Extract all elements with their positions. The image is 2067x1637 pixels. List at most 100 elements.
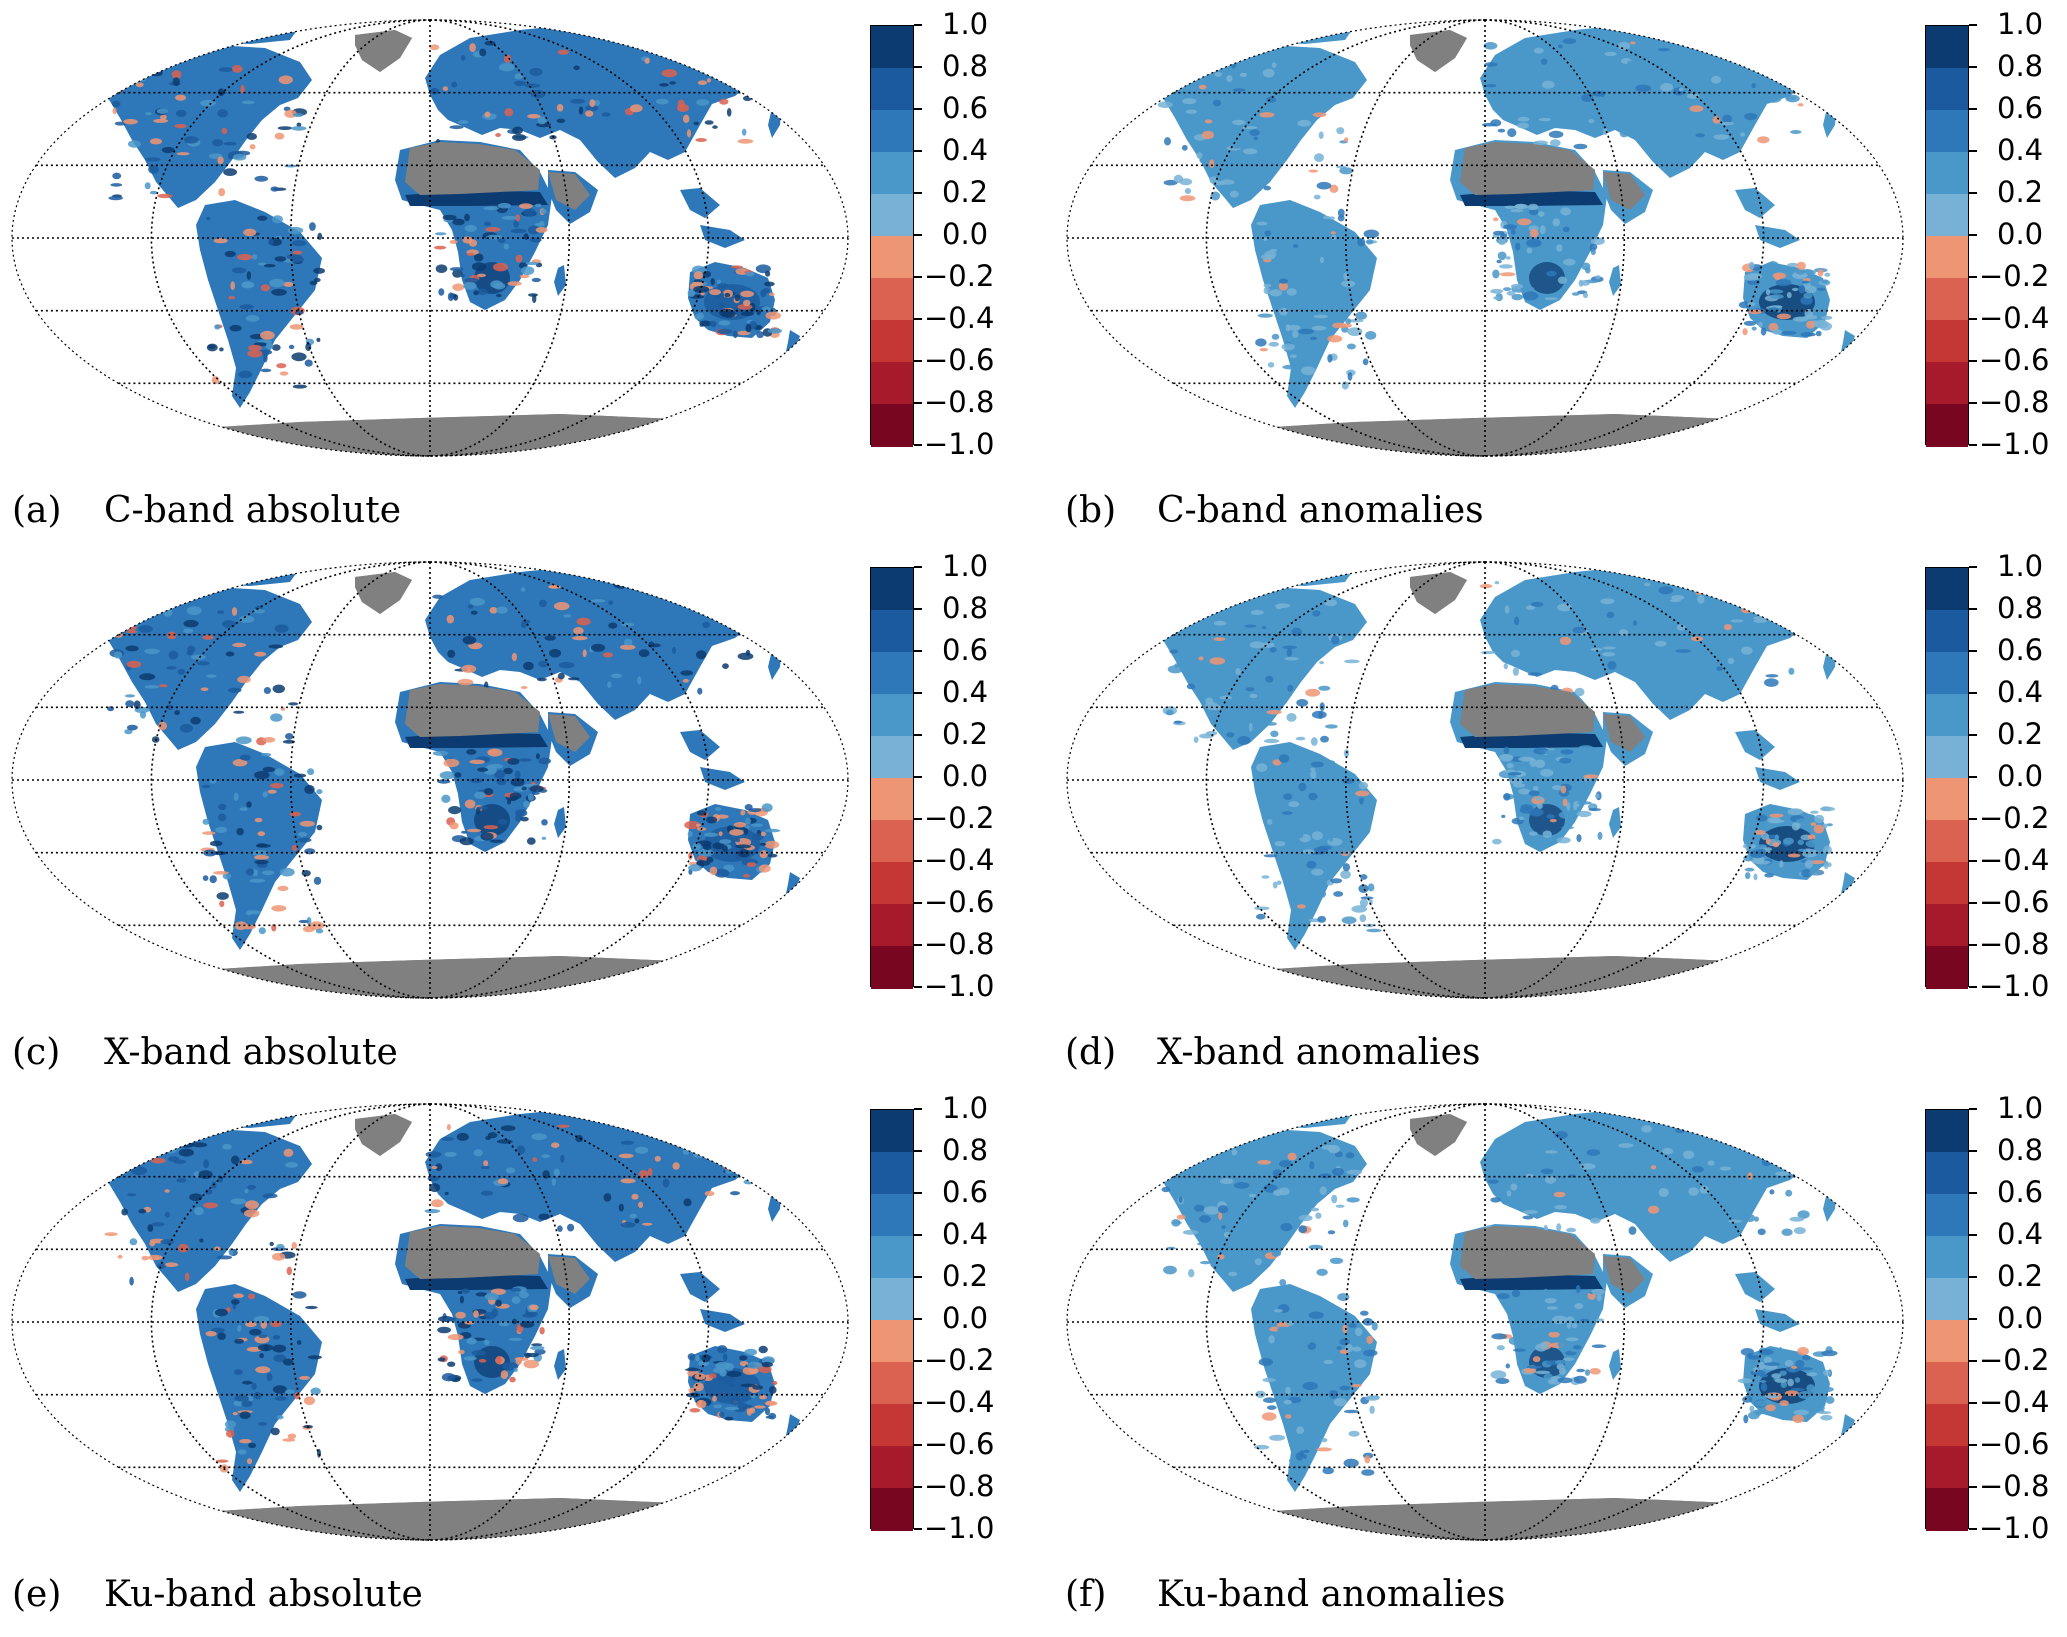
land-speckle xyxy=(764,281,775,287)
land-speckle xyxy=(178,1148,194,1157)
land-speckle xyxy=(758,864,771,873)
colorbar-tick-label: −0.8 xyxy=(1979,927,2050,961)
land-speckle xyxy=(122,1161,132,1167)
land-speckle xyxy=(251,254,258,260)
land-speckle xyxy=(307,768,315,776)
colorbar-tick-mark xyxy=(1969,1360,1977,1362)
land-speckle xyxy=(303,925,315,933)
land-speckle xyxy=(1185,109,1198,114)
land-speckle xyxy=(696,650,707,660)
colorbar-swatch xyxy=(1926,610,1968,653)
land-speckle xyxy=(1310,737,1318,746)
land-speckle xyxy=(1369,1405,1375,1414)
land-speckle xyxy=(687,830,693,838)
land-speckle xyxy=(1787,262,1799,268)
land-speckle xyxy=(305,342,312,352)
land-speckle xyxy=(1558,1367,1567,1375)
land-speckle xyxy=(538,757,551,765)
land-speckle xyxy=(1719,121,1735,126)
land-speckle xyxy=(1176,1214,1186,1220)
land-speckle xyxy=(1503,287,1512,291)
land-speckle xyxy=(292,250,303,255)
land-speckle xyxy=(113,651,123,659)
land-speckle xyxy=(1808,869,1825,876)
land-speckle xyxy=(245,868,254,876)
southern-africa-core xyxy=(1529,262,1565,294)
land-speckle xyxy=(1506,256,1511,260)
land-speckle xyxy=(1318,131,1324,139)
land-speckle xyxy=(1797,839,1804,846)
land-speckle xyxy=(1525,286,1535,292)
land-speckle xyxy=(1177,614,1183,619)
land-speckle xyxy=(1355,790,1370,797)
land-speckle xyxy=(1753,1409,1767,1415)
land-speckle xyxy=(1619,128,1629,138)
land-speckle xyxy=(742,1404,754,1409)
land-speckle xyxy=(1533,140,1548,146)
colorbar-swatch xyxy=(1926,1110,1968,1153)
graticule xyxy=(1067,19,1903,457)
land-speckle xyxy=(1626,60,1639,67)
land-speckle xyxy=(473,1149,483,1157)
land-speckle xyxy=(457,678,474,686)
land-speckle xyxy=(1573,802,1578,811)
land-speckle xyxy=(1289,1457,1298,1464)
panel-caption: (e) Ku-band absolute xyxy=(12,1574,423,1615)
land-speckle xyxy=(1504,605,1510,614)
land-speckle xyxy=(110,1163,118,1171)
land-speckle xyxy=(265,343,274,350)
land-speckle xyxy=(432,750,449,756)
land-speckle xyxy=(499,62,515,72)
land-speckle xyxy=(1167,1149,1176,1155)
land-northAmerica xyxy=(100,1129,312,1292)
land-speckle xyxy=(654,1155,661,1162)
land-speckle xyxy=(1313,314,1328,319)
land-speckle xyxy=(1792,1414,1804,1424)
land-speckle xyxy=(1503,793,1511,801)
land-speckle xyxy=(454,772,462,778)
colorbar-tick-label: 1.0 xyxy=(1997,1091,2044,1125)
land-speckle xyxy=(277,126,293,130)
land-speckle xyxy=(239,807,248,811)
land-speckle xyxy=(1346,1169,1363,1175)
land-speckle xyxy=(240,1159,253,1165)
colorbar-tick-mark xyxy=(1969,318,1977,320)
land-speckle xyxy=(589,99,596,108)
land-speckle xyxy=(1557,276,1567,284)
land-speckle xyxy=(1204,119,1213,124)
land-speckle xyxy=(1328,1144,1340,1154)
land-speckle xyxy=(1814,814,1825,824)
land-speckle xyxy=(160,114,167,121)
land-speckle xyxy=(1742,1396,1753,1403)
land-speckle xyxy=(1691,122,1698,129)
land-speckle xyxy=(743,299,751,307)
land-speckle xyxy=(164,1189,170,1193)
land-speckle xyxy=(434,245,447,250)
colorbar-tick-label: 0.6 xyxy=(1997,633,2044,667)
land-speckle xyxy=(1322,215,1331,220)
colorbar-tick-label: −0.2 xyxy=(924,259,995,293)
land-speckle xyxy=(1508,1336,1522,1346)
land-speckle xyxy=(504,108,514,117)
land-speckle xyxy=(233,1293,244,1298)
land-speckle xyxy=(1209,176,1218,184)
land-speckle xyxy=(304,359,313,367)
land-speckle xyxy=(1517,218,1532,226)
land-speckle xyxy=(438,288,445,296)
land-speckle xyxy=(1318,685,1331,691)
land-madagascar xyxy=(1609,1349,1621,1380)
land-speckle xyxy=(719,98,729,105)
land-speckle xyxy=(1314,333,1327,339)
land-speckle xyxy=(1566,801,1571,811)
meridian-line xyxy=(289,19,431,457)
land-speckle xyxy=(1273,1189,1283,1196)
land-speckle xyxy=(303,1396,315,1405)
land-speckle xyxy=(1759,1373,1768,1378)
land-speckle xyxy=(1641,1125,1652,1133)
land-speckle xyxy=(1506,763,1514,769)
land-speckle xyxy=(310,1387,321,1395)
land-speckle xyxy=(1544,1298,1557,1304)
colorbar-tick-mark xyxy=(914,1360,922,1362)
greenland-masked xyxy=(355,30,412,72)
land-northAmerica xyxy=(1155,1129,1367,1292)
